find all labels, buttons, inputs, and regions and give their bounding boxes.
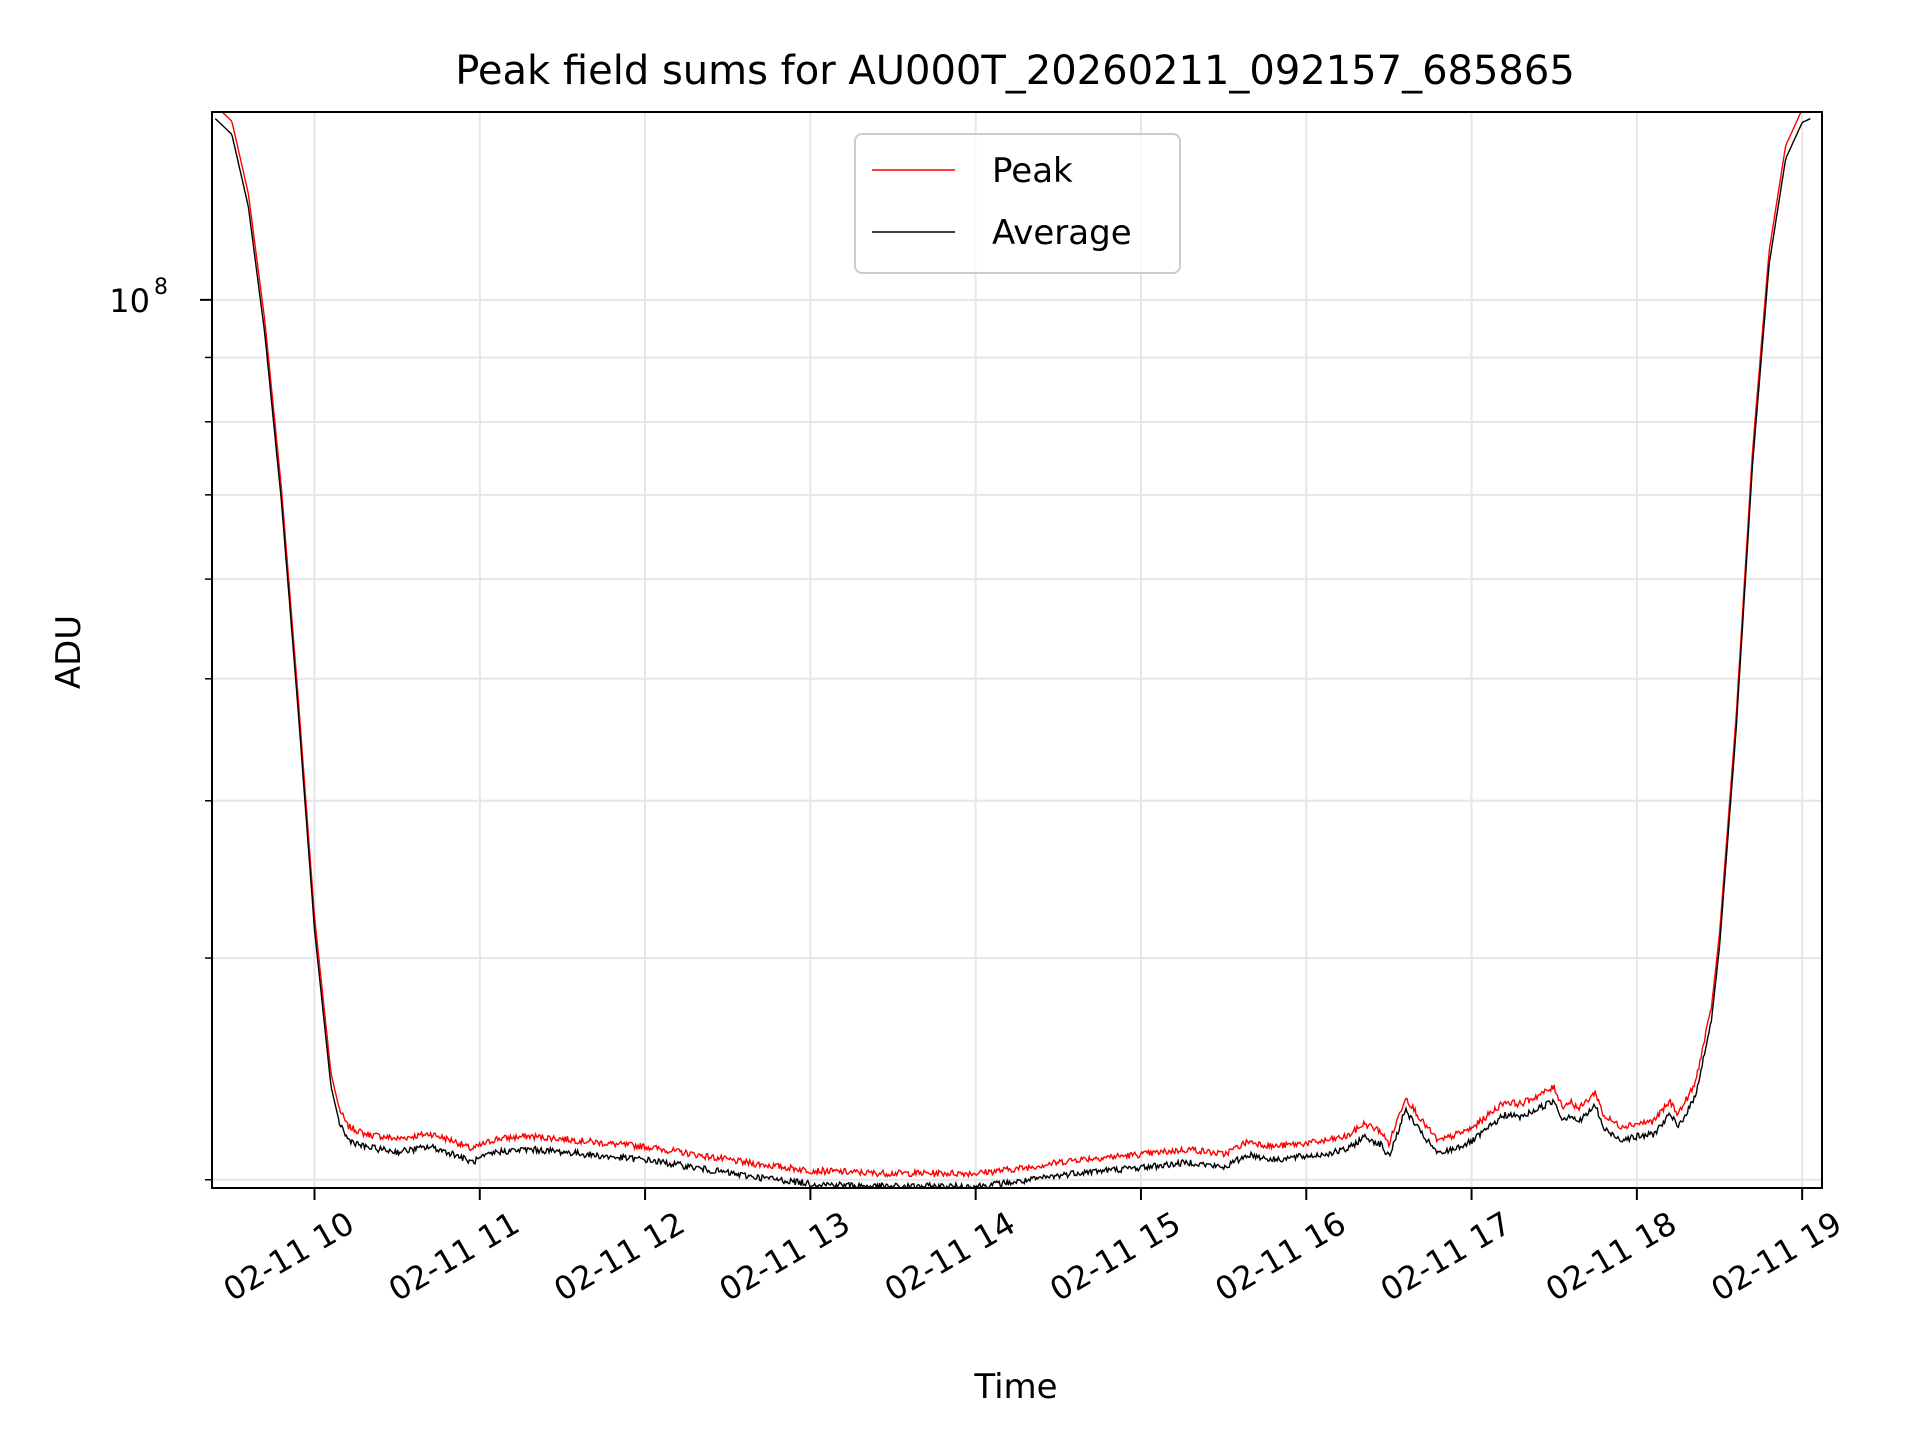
- legend-label-peak: Peak: [992, 151, 1073, 191]
- y-axis-label: ADU: [49, 615, 89, 689]
- y-axis-ticks: 10 8: [109, 275, 212, 1181]
- series-lines: [214, 112, 1811, 1188]
- chart-title: Peak field sums for AU000T_20260211_0921…: [455, 48, 1575, 94]
- legend-label-average: Average: [992, 213, 1132, 253]
- x-axis-label: Time: [973, 1367, 1057, 1407]
- y-tick-label-base: 10: [109, 282, 150, 320]
- y-tick-label-exponent: 8: [154, 275, 168, 300]
- plot-frame: [211, 111, 1823, 1189]
- legend-frame: [854, 133, 1181, 274]
- legend: Peak Average: [854, 133, 1181, 274]
- series-line-average: [214, 117, 1811, 1188]
- series-line-peak: [221, 112, 1802, 1179]
